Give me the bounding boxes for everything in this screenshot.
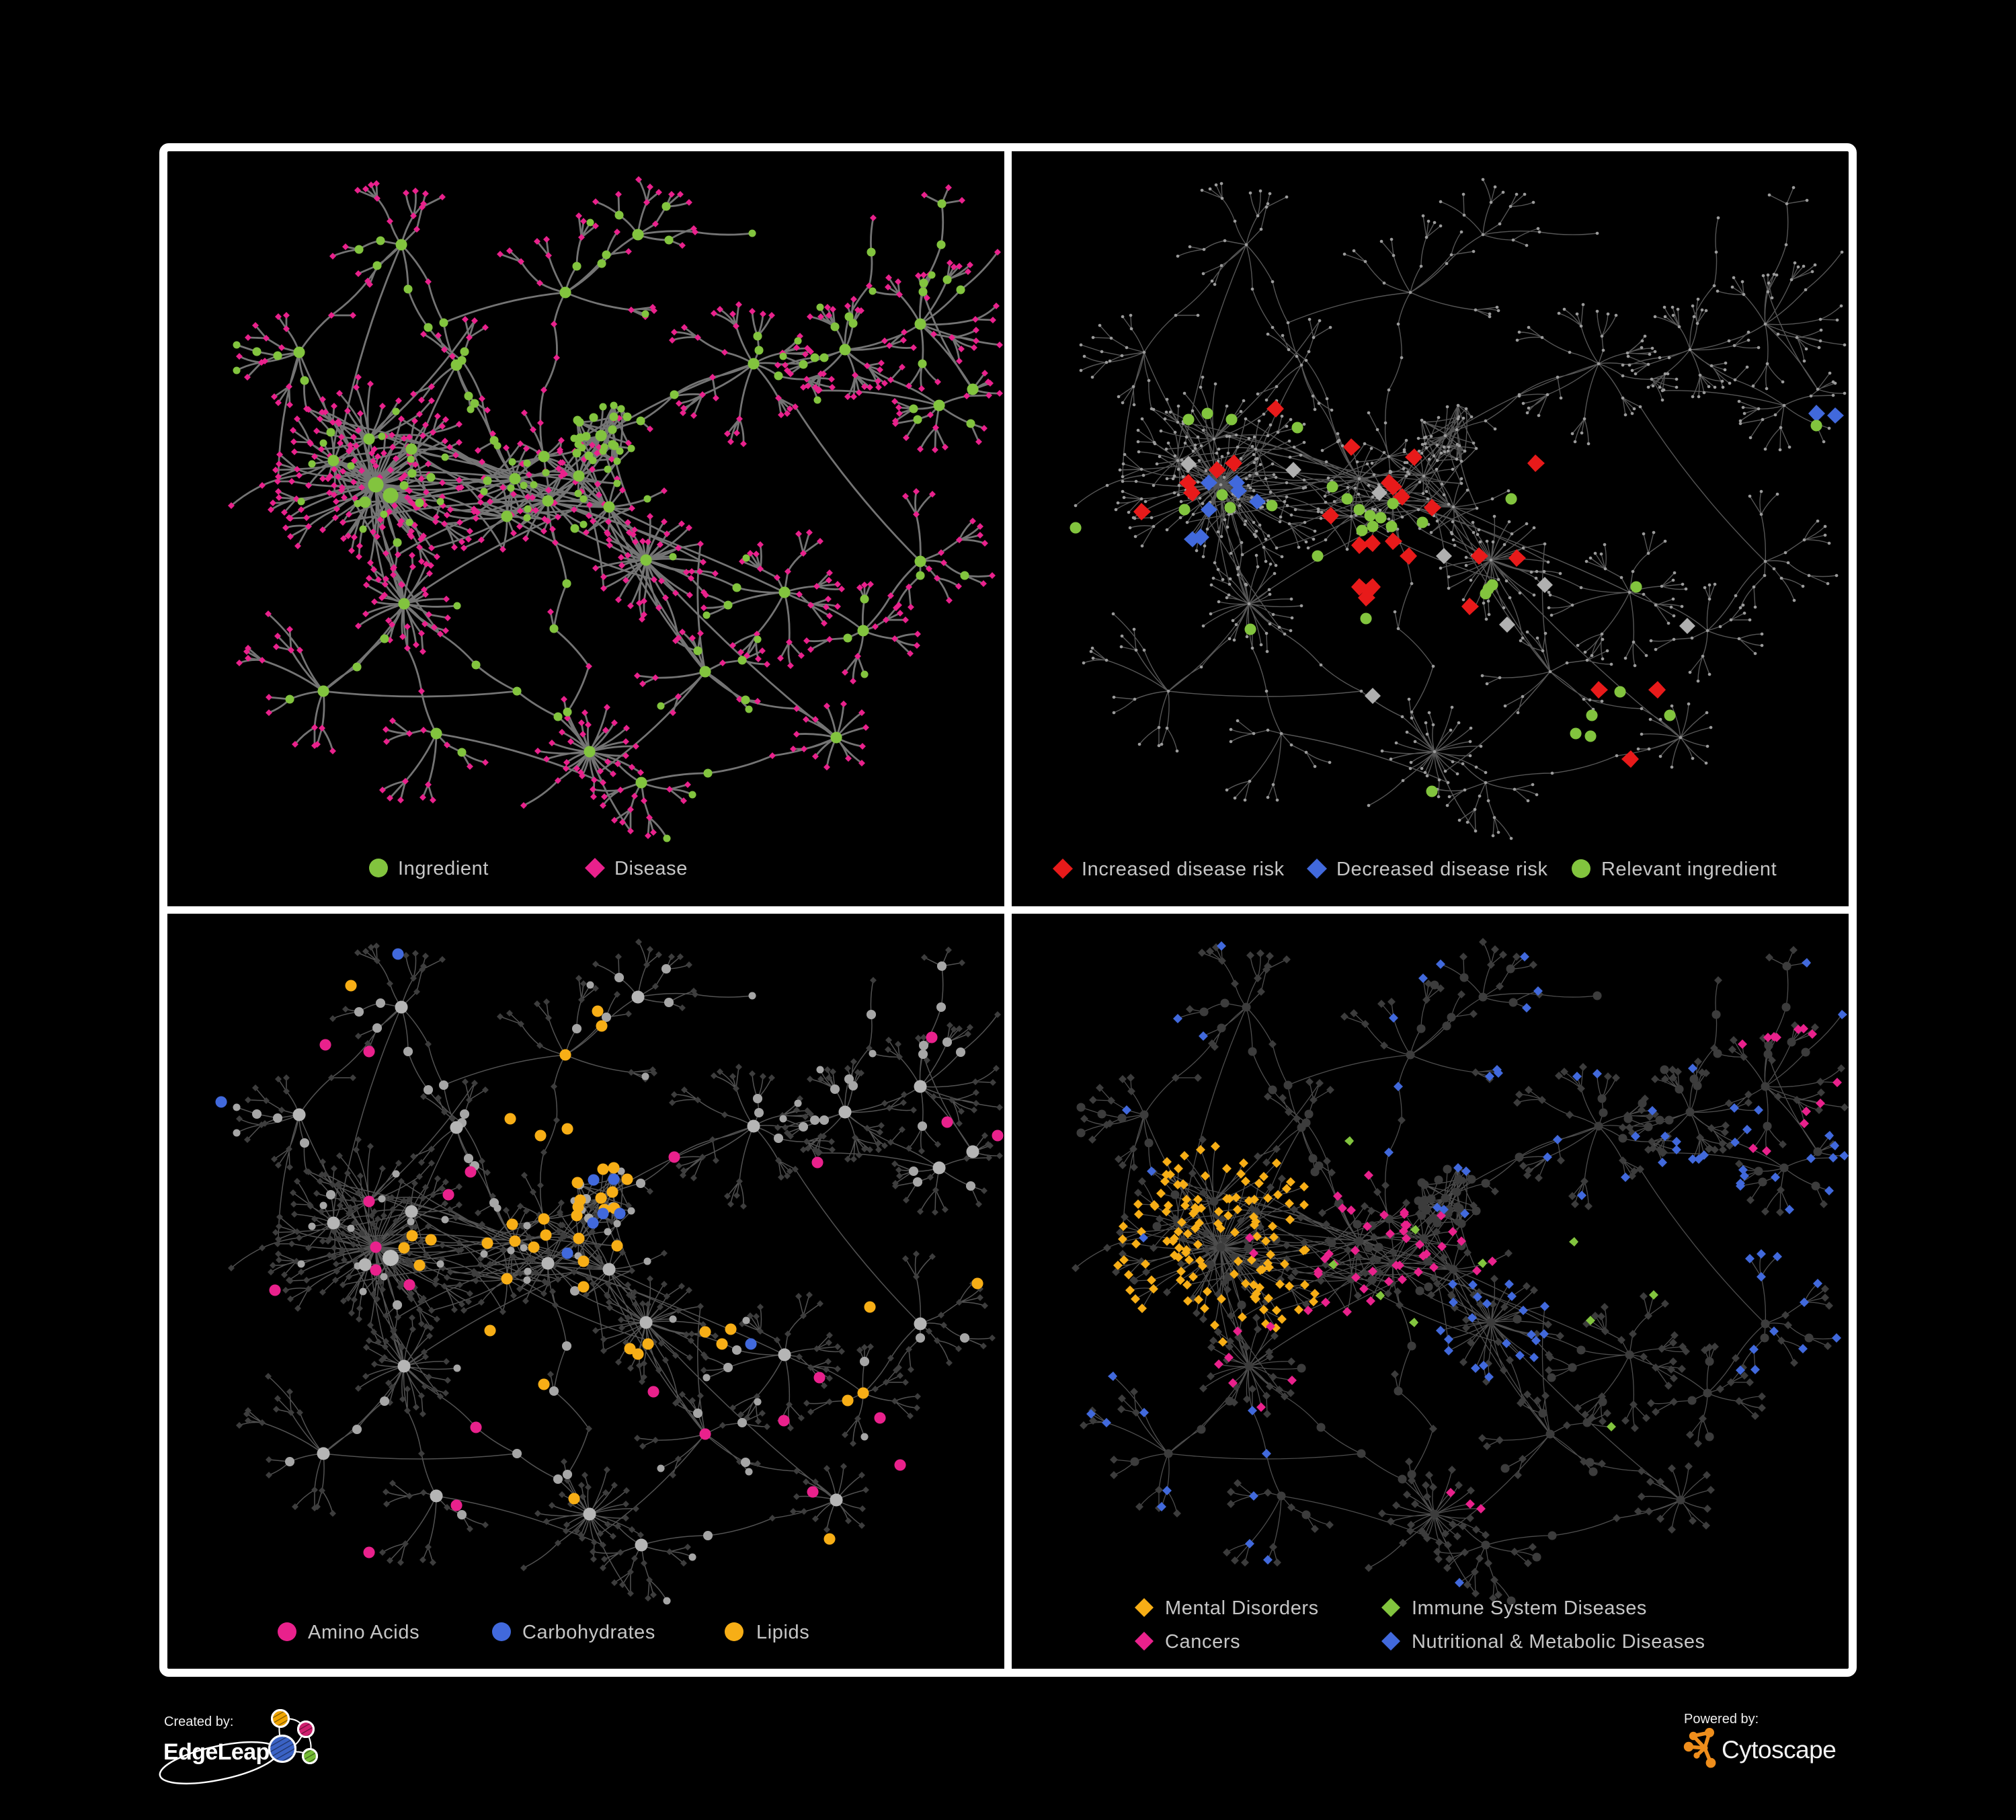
svg-text:Cancers: Cancers xyxy=(1165,1631,1240,1653)
svg-text:Disease: Disease xyxy=(614,858,688,879)
svg-text:EdgeLeap: EdgeLeap xyxy=(163,1739,270,1765)
svg-text:Ingredient: Ingredient xyxy=(398,858,489,879)
svg-text:Carbohydrates: Carbohydrates xyxy=(522,1622,655,1643)
svg-text:Lipids: Lipids xyxy=(756,1622,809,1643)
svg-text:Powered by:: Powered by: xyxy=(1684,1712,1759,1727)
svg-text:Decreased disease risk: Decreased disease risk xyxy=(1336,859,1548,880)
svg-text:Created by:: Created by: xyxy=(164,1714,233,1729)
svg-text:Mental Disorders: Mental Disorders xyxy=(1165,1597,1319,1619)
svg-text:Cytoscape: Cytoscape xyxy=(1722,1736,1836,1764)
svg-text:Increased disease risk: Increased disease risk xyxy=(1082,859,1285,880)
svg-text:Relevant ingredient: Relevant ingredient xyxy=(1601,859,1777,880)
svg-text:Nutritional & Metabolic Diseas: Nutritional & Metabolic Diseases xyxy=(1412,1631,1705,1653)
svg-text:Amino Acids: Amino Acids xyxy=(308,1622,419,1643)
svg-text:Immune System Diseases: Immune System Diseases xyxy=(1412,1597,1647,1619)
